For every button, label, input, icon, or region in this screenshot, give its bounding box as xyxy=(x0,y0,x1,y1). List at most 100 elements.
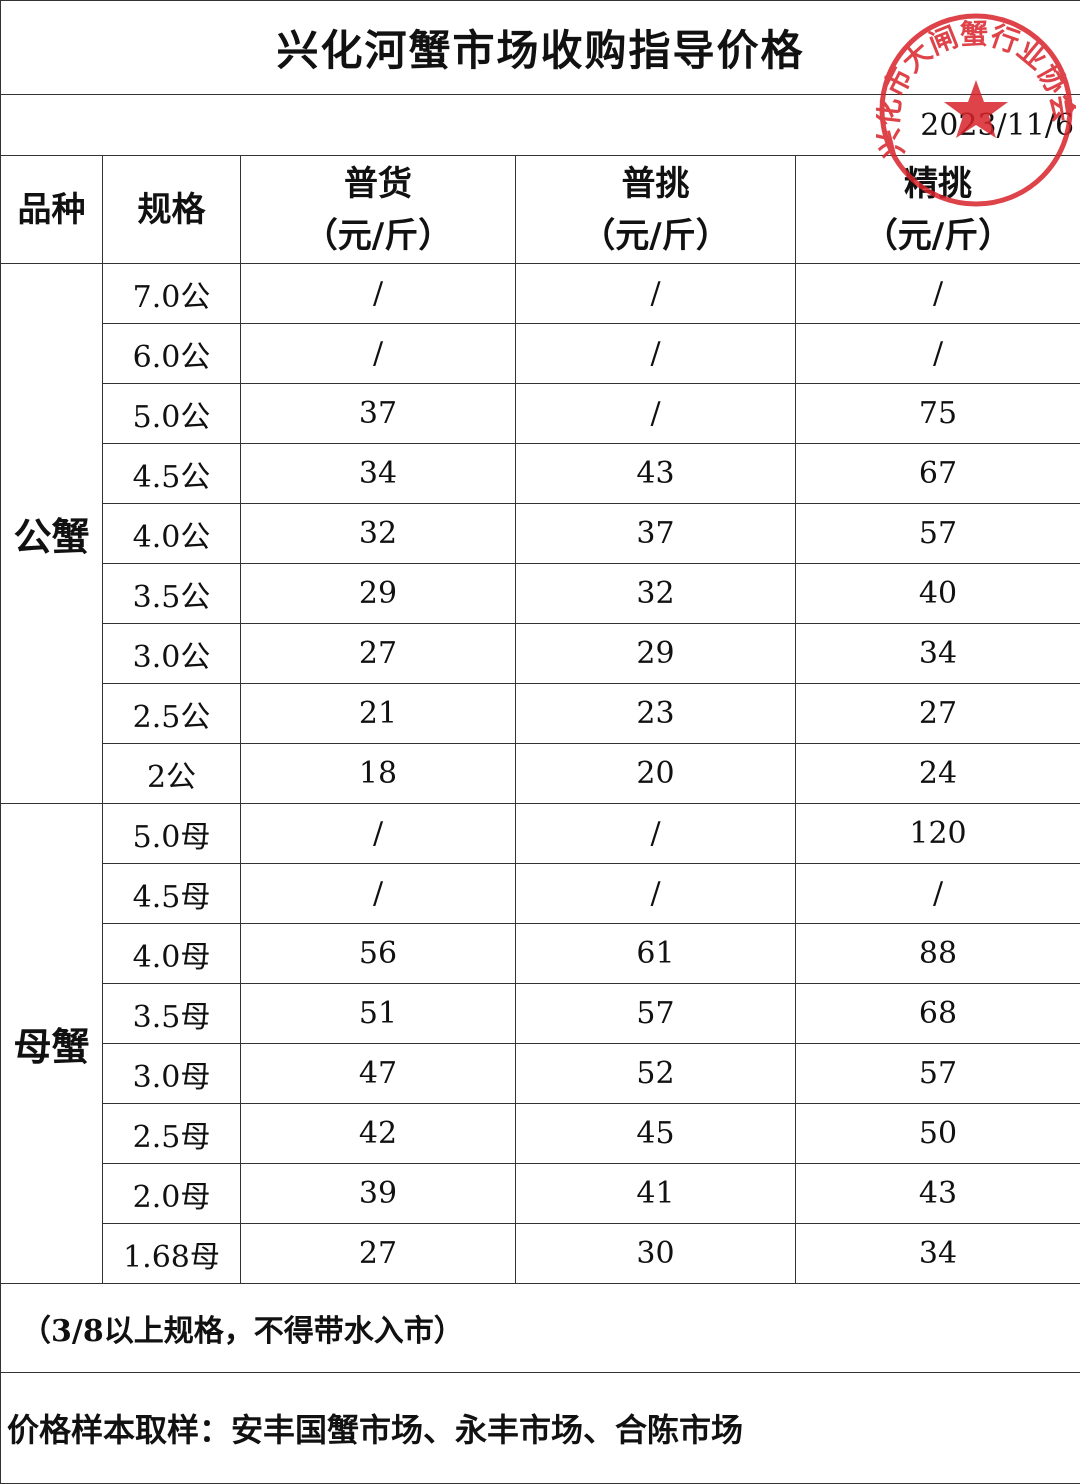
price-cell: 57 xyxy=(796,1044,1080,1104)
spec-cell: 4.5母 xyxy=(103,864,241,924)
spec-cell: 2.5母 xyxy=(103,1104,241,1164)
spec-cell: 7.0公 xyxy=(103,264,241,324)
spec-cell: 3.0母 xyxy=(103,1044,241,1104)
price-cell: 52 xyxy=(516,1044,796,1104)
header-unit: （元/斤） xyxy=(796,210,1080,262)
price-cell: 29 xyxy=(516,624,796,684)
price-cell: 37 xyxy=(241,384,516,444)
price-cell: 18 xyxy=(241,744,516,804)
price-cell: 40 xyxy=(796,564,1080,624)
header-cell: 品种 xyxy=(1,156,103,264)
table-row: （3/8以上规格，不得带水入市） xyxy=(1,1284,1080,1373)
header-cell: 普挑（元/斤） xyxy=(516,156,796,264)
price-cell: 43 xyxy=(516,444,796,504)
price-cell: 43 xyxy=(796,1164,1080,1224)
price-cell: / xyxy=(516,264,796,324)
price-cell: 24 xyxy=(796,744,1080,804)
spec-cell: 1.68母 xyxy=(103,1224,241,1284)
price-cell: / xyxy=(516,804,796,864)
table-row: 6.0公/// xyxy=(1,324,1080,384)
spec-cell: 4.0公 xyxy=(103,504,241,564)
price-cell: / xyxy=(241,804,516,864)
price-cell: 56 xyxy=(241,924,516,984)
price-cell: 34 xyxy=(796,1224,1080,1284)
price-cell: 32 xyxy=(241,504,516,564)
price-cell: 27 xyxy=(796,684,1080,744)
price-cell: 23 xyxy=(516,684,796,744)
price-cell: / xyxy=(796,264,1080,324)
table-row: 2023/11/6 xyxy=(1,95,1080,156)
spec-cell: 4.0母 xyxy=(103,924,241,984)
price-cell: 39 xyxy=(241,1164,516,1224)
price-cell: 32 xyxy=(516,564,796,624)
spec-cell: 4.5公 xyxy=(103,444,241,504)
price-cell: 57 xyxy=(516,984,796,1044)
table-row: 4.5母/// xyxy=(1,864,1080,924)
price-cell: / xyxy=(516,864,796,924)
spec-cell: 5.0公 xyxy=(103,384,241,444)
price-cell: 67 xyxy=(796,444,1080,504)
price-cell: 88 xyxy=(796,924,1080,984)
price-cell: 50 xyxy=(796,1104,1080,1164)
header-cell: 规格 xyxy=(103,156,241,264)
price-cell: / xyxy=(241,864,516,924)
spec-cell: 6.0公 xyxy=(103,324,241,384)
price-cell: / xyxy=(796,864,1080,924)
header-name: 精挑 xyxy=(796,158,1080,210)
price-cell: 34 xyxy=(241,444,516,504)
price-cell: 37 xyxy=(516,504,796,564)
header-name: 普货 xyxy=(241,158,515,210)
group-name: 公蟹 xyxy=(1,264,103,804)
price-cell: 34 xyxy=(796,624,1080,684)
table-row: 品种规格普货（元/斤）普挑（元/斤）精挑（元/斤） xyxy=(1,156,1080,264)
price-cell: 41 xyxy=(516,1164,796,1224)
price-cell: 120 xyxy=(796,804,1080,864)
price-cell: 75 xyxy=(796,384,1080,444)
price-cell: 29 xyxy=(241,564,516,624)
price-cell: / xyxy=(241,264,516,324)
price-cell: 61 xyxy=(516,924,796,984)
price-cell: 57 xyxy=(796,504,1080,564)
note: （3/8以上规格，不得带水入市） xyxy=(1,1284,1080,1373)
price-cell: 45 xyxy=(516,1104,796,1164)
header-unit: （元/斤） xyxy=(241,210,515,262)
price-cell: 30 xyxy=(516,1224,796,1284)
price-cell: 68 xyxy=(796,984,1080,1044)
spec-cell: 2.0母 xyxy=(103,1164,241,1224)
spec-cell: 3.5母 xyxy=(103,984,241,1044)
spec-cell: 3.0公 xyxy=(103,624,241,684)
spec-cell: 2.5公 xyxy=(103,684,241,744)
date: 2023/11/6 xyxy=(1,95,1080,156)
price-cell: 27 xyxy=(241,1224,516,1284)
price-cell: / xyxy=(241,324,516,384)
price-cell: / xyxy=(516,324,796,384)
price-cell: 42 xyxy=(241,1104,516,1164)
price-cell: / xyxy=(516,384,796,444)
spec-cell: 2公 xyxy=(103,744,241,804)
header-name: 普挑 xyxy=(516,158,795,210)
spec-cell: 3.5公 xyxy=(103,564,241,624)
header-cell: 普货（元/斤） xyxy=(241,156,516,264)
price-cell: 27 xyxy=(241,624,516,684)
group-name: 母蟹 xyxy=(1,804,103,1284)
header-name: 品种 xyxy=(1,184,102,236)
price-cell: 21 xyxy=(241,684,516,744)
price-cell: / xyxy=(796,324,1080,384)
